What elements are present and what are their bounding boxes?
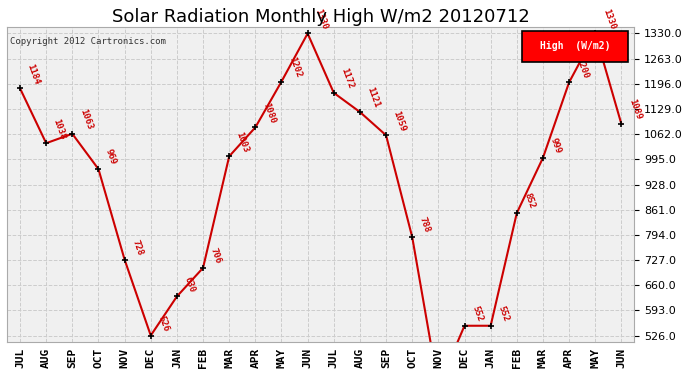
Text: Copyright 2012 Cartronics.com: Copyright 2012 Cartronics.com	[10, 37, 166, 46]
Text: 1330: 1330	[313, 8, 329, 31]
Text: 1202: 1202	[287, 56, 303, 79]
Text: 1172: 1172	[339, 67, 355, 90]
Text: High  (W/m2): High (W/m2)	[540, 41, 610, 51]
Text: 1184: 1184	[26, 62, 41, 86]
Text: 552: 552	[496, 305, 510, 323]
Text: 706: 706	[208, 247, 223, 265]
Text: 852: 852	[522, 192, 536, 210]
Text: 1038: 1038	[52, 117, 68, 140]
Text: 1200: 1200	[575, 56, 591, 80]
Text: 728: 728	[130, 238, 144, 257]
Text: 1003: 1003	[235, 130, 250, 153]
Text: 552: 552	[470, 305, 484, 323]
Text: 788: 788	[417, 216, 432, 234]
Text: 1063: 1063	[78, 108, 94, 131]
Text: 1080: 1080	[261, 101, 277, 124]
Text: 999: 999	[549, 137, 562, 155]
Text: 1330: 1330	[601, 8, 617, 31]
Text: 526: 526	[157, 315, 170, 333]
Text: 1121: 1121	[366, 86, 382, 109]
Text: 630: 630	[182, 276, 197, 294]
Text: 969: 969	[104, 148, 118, 166]
Title: Solar Radiation Monthly High W/m2 20120712: Solar Radiation Monthly High W/m2 201207…	[112, 8, 530, 26]
FancyBboxPatch shape	[522, 31, 628, 62]
Text: 1059: 1059	[392, 109, 407, 132]
Text: 389: 389	[0, 374, 1, 375]
Text: 1089: 1089	[627, 98, 643, 121]
